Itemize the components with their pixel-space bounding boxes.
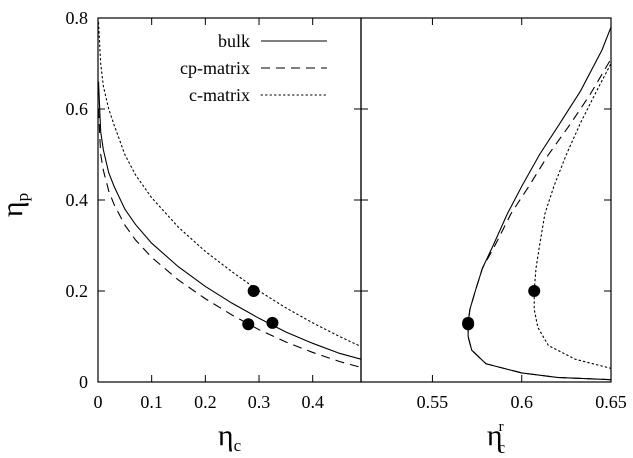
series-line-cp-matrix bbox=[98, 108, 361, 368]
series-line-bulk bbox=[467, 26, 611, 381]
x-axis-label-main: η bbox=[487, 419, 503, 452]
x-tick-label: 0.55 bbox=[417, 392, 449, 412]
x-axis-label-sub: c bbox=[234, 436, 242, 455]
data-marker bbox=[266, 316, 279, 329]
legend-label: c-matrix bbox=[189, 85, 250, 105]
series-line-c-matrix bbox=[98, 22, 361, 348]
y-axis-label: ηp bbox=[0, 193, 32, 217]
y-tick-label: 0.8 bbox=[66, 8, 89, 28]
x-tick-label: 0.2 bbox=[194, 392, 217, 412]
y-tick-label: 0.4 bbox=[66, 190, 89, 210]
x-tick-label: 0.65 bbox=[595, 392, 627, 412]
x-tick-label: 0.6 bbox=[510, 392, 533, 412]
x-tick-label: 0.4 bbox=[301, 392, 324, 412]
x-tick-label: 0 bbox=[94, 392, 103, 412]
x-axis-label: ηc bbox=[218, 419, 242, 455]
data-marker bbox=[247, 285, 260, 297]
series-line-c-matrix bbox=[533, 62, 611, 369]
y-axis-label-main: η bbox=[0, 201, 29, 217]
data-marker bbox=[462, 316, 475, 329]
legend-label: cp-matrix bbox=[180, 58, 250, 78]
panel-2: 0.55 0.6 0.65 ηr c bbox=[360, 17, 627, 457]
x-axis-label: ηr c bbox=[487, 419, 506, 457]
y-tick-label: 0 bbox=[79, 372, 88, 392]
y-tick-label: 0.2 bbox=[66, 281, 89, 301]
x-axis-label-sup: r bbox=[499, 419, 504, 435]
series-line-bulk bbox=[98, 81, 361, 360]
plot-frame bbox=[360, 17, 612, 383]
series-line-cp-matrix bbox=[467, 58, 611, 381]
panel-1: 0 0.1 0.2 0.3 0.4 ηc bbox=[94, 17, 362, 455]
data-marker bbox=[242, 318, 255, 331]
y-tick-label: 0.6 bbox=[66, 99, 89, 119]
y-axis-label-sub: p bbox=[13, 193, 32, 202]
x-axis-label-main: η bbox=[218, 419, 234, 452]
x-tick-label: 0.1 bbox=[140, 392, 163, 412]
legend-label: bulk bbox=[218, 31, 250, 51]
x-tick-label: 0.3 bbox=[248, 392, 271, 412]
x-axis-label-sub: c bbox=[498, 438, 506, 457]
data-marker bbox=[528, 285, 541, 297]
